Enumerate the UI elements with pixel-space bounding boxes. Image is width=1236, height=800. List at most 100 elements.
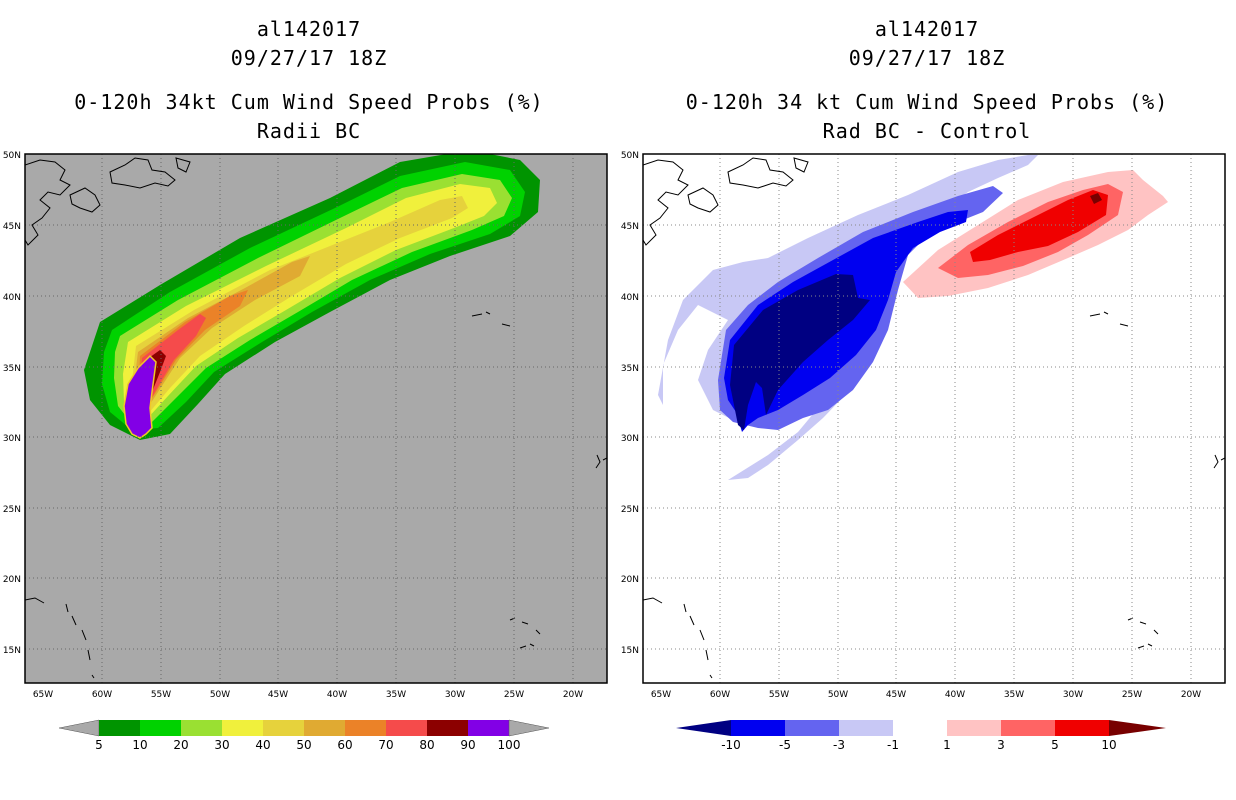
lat-label: 20N	[3, 575, 21, 585]
colorbar-swatch	[947, 720, 1001, 736]
colorbar-extend-high	[1109, 720, 1166, 736]
lon-label: 55W	[151, 690, 171, 700]
lat-label: 30N	[3, 434, 21, 444]
lon-label: 20W	[563, 690, 583, 700]
colorbar-swatch	[386, 720, 427, 736]
lat-label: 20N	[621, 575, 639, 585]
right-map-panel: al142017 09/27/17 18Z 0-120h 34 kt Cum W…	[618, 0, 1236, 800]
right-coastlines	[643, 157, 1225, 679]
left-gridlines	[25, 154, 607, 683]
lon-label: 40W	[945, 690, 965, 700]
lon-label: 60W	[710, 690, 730, 700]
lon-label: 45W	[268, 690, 288, 700]
lat-label: 45N	[3, 222, 21, 232]
colorbar-label: 80	[419, 738, 434, 752]
left-colorbar: 5 10 20 30 40 50 60 70 80 90 100	[58, 719, 550, 752]
lon-label: 35W	[1004, 690, 1024, 700]
colorbar-swatch	[263, 720, 304, 736]
lat-label: 35N	[3, 364, 21, 374]
colorbar-extend-low	[58, 719, 100, 737]
lat-label: 40N	[3, 293, 21, 303]
contour-pos-5	[970, 190, 1108, 262]
colorbar-swatch	[140, 720, 181, 736]
left-map-panel: al142017 09/27/17 18Z 0-120h 34kt Cum Wi…	[3, 17, 608, 752]
right-product-title: 0-120h 34 kt Cum Wind Speed Probs (%)	[685, 90, 1169, 114]
lat-label: 25N	[3, 505, 21, 515]
lon-label: 65W	[33, 690, 53, 700]
right-lat-labels: 50N 45N 40N 35N 30N 25N 20N 15N	[621, 151, 639, 656]
left-datetime: 09/27/17 18Z	[230, 46, 388, 70]
colorbar-swatch	[1055, 720, 1109, 736]
lat-label: 15N	[3, 646, 21, 656]
lat-label: 50N	[3, 151, 21, 161]
colorbar-swatch	[785, 720, 839, 736]
right-storm-id: al142017	[874, 17, 980, 41]
lon-label: 55W	[769, 690, 789, 700]
colorbar-label: -1	[887, 738, 899, 752]
colorbar-label: 20	[173, 738, 188, 752]
colorbar-swatch	[427, 720, 468, 736]
lon-label: 65W	[651, 690, 671, 700]
colorbar-swatch	[468, 720, 509, 736]
colorbar-swatch	[99, 720, 140, 736]
colorbar-label: 40	[255, 738, 270, 752]
left-subtitle: Radii BC	[256, 119, 362, 143]
colorbar-label: 10	[1101, 738, 1116, 752]
lon-label: 30W	[1063, 690, 1083, 700]
lat-label: 30N	[621, 434, 639, 444]
left-product-title: 0-120h 34kt Cum Wind Speed Probs (%)	[74, 90, 544, 114]
lat-label: 50N	[621, 151, 639, 161]
right-subtitle: Rad BC - Control	[822, 119, 1032, 143]
lon-label: 30W	[445, 690, 465, 700]
colorbar-label: 70	[378, 738, 393, 752]
colorbar-label: 3	[997, 738, 1005, 752]
lon-label: 50W	[210, 690, 230, 700]
right-map: 50N 45N 40N 35N 30N 25N 20N 15N 65W 60W …	[621, 151, 1226, 700]
colorbar-swatch	[839, 720, 893, 736]
left-map: 50N 45N 40N 35N 30N 25N 20N 15N 65W 60W …	[3, 151, 608, 700]
colorbar-label: -5	[779, 738, 791, 752]
contour-90-plus	[123, 354, 157, 439]
lon-label: 40W	[327, 690, 347, 700]
colorbar-swatch	[1001, 720, 1055, 736]
right-datetime: 09/27/17 18Z	[848, 46, 1006, 70]
colorbar-label: 5	[1051, 738, 1059, 752]
colorbar-swatch	[345, 720, 386, 736]
left-coastlines	[25, 157, 607, 679]
colorbar-label: 90	[460, 738, 475, 752]
right-colorbar: -10 -5 -3 -1 1 3 5 10	[676, 720, 1166, 752]
lat-label: 25N	[621, 505, 639, 515]
colorbar-label: 50	[296, 738, 311, 752]
lon-label: 60W	[92, 690, 112, 700]
contour-30	[123, 184, 497, 420]
contour-40	[131, 196, 468, 414]
left-storm-id: al142017	[256, 17, 362, 41]
colorbar-swatch	[304, 720, 345, 736]
left-lat-labels: 50N 45N 40N 35N 30N 25N 20N 15N	[3, 151, 21, 656]
colorbar-label: -3	[833, 738, 845, 752]
colorbar-extend-low	[676, 720, 731, 736]
right-gridlines	[643, 154, 1225, 683]
colorbar-swatch	[222, 720, 263, 736]
lon-label: 20W	[1181, 690, 1201, 700]
lat-label: 40N	[621, 293, 639, 303]
lat-label: 45N	[621, 222, 639, 232]
left-lon-labels: 65W 60W 55W 50W 45W 40W 35W 30W 25W 20W	[33, 690, 583, 700]
lat-label: 15N	[621, 646, 639, 656]
contour-70	[140, 314, 206, 408]
contour-neg-10	[730, 274, 870, 430]
colorbar-label: 100	[498, 738, 521, 752]
lon-label: 25W	[504, 690, 524, 700]
colorbar-label: 5	[95, 738, 103, 752]
colorbar-label: 60	[337, 738, 352, 752]
right-lon-labels: 65W 60W 55W 50W 45W 40W 35W 30W 25W 20W	[651, 690, 1201, 700]
lon-label: 45W	[886, 690, 906, 700]
lon-label: 50W	[828, 690, 848, 700]
colorbar-label: 30	[214, 738, 229, 752]
colorbar-extend-high	[508, 719, 550, 737]
contour-pos-10	[1090, 193, 1102, 204]
colorbar-swatch	[731, 720, 785, 736]
colorbar-label: 10	[132, 738, 147, 752]
right-map-frame	[642, 153, 1226, 684]
lon-label: 35W	[386, 690, 406, 700]
